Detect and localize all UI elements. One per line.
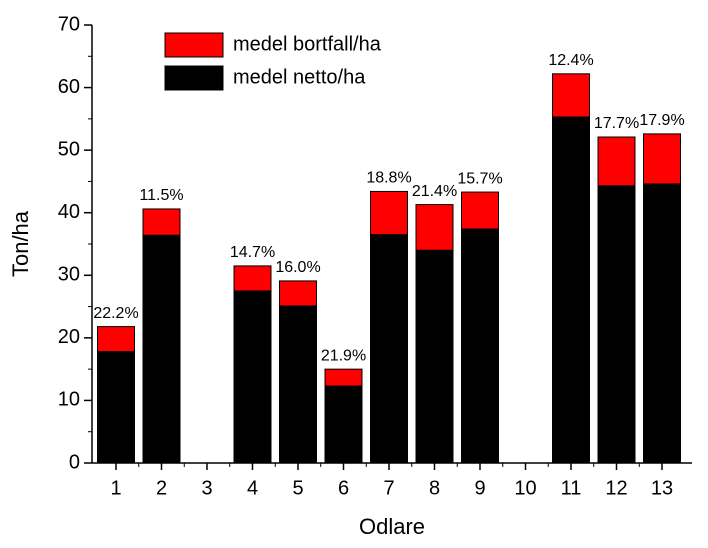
bar-annotation: 21.9% bbox=[321, 347, 366, 364]
bar-annotation: 11.5% bbox=[139, 187, 183, 204]
y-tick-label: 60 bbox=[58, 76, 80, 98]
x-tick-label: 10 bbox=[514, 477, 536, 499]
y-tick-label: 70 bbox=[58, 13, 80, 35]
x-tick-label: 5 bbox=[292, 477, 303, 499]
bar-segment bbox=[279, 280, 317, 307]
x-tick-label: 9 bbox=[474, 477, 485, 499]
y-tick-label: 40 bbox=[58, 201, 80, 223]
bar-segment bbox=[597, 136, 636, 187]
bar-segment bbox=[324, 368, 363, 387]
legend-swatch bbox=[164, 65, 224, 91]
bar-annotation: 17.9% bbox=[639, 112, 684, 129]
bar-segment bbox=[142, 234, 181, 464]
x-tick-label: 2 bbox=[156, 477, 167, 499]
bar-segment bbox=[461, 191, 499, 230]
bar-segment bbox=[279, 305, 317, 464]
bar-segment bbox=[233, 265, 272, 292]
bar-segment bbox=[324, 385, 363, 464]
bar-segment bbox=[552, 73, 590, 118]
bar-annotation: 15.7% bbox=[457, 170, 502, 187]
bar-annotation: 22.2% bbox=[93, 305, 138, 322]
bar-annotation: 16.0% bbox=[275, 259, 320, 276]
bar-segment bbox=[233, 290, 272, 464]
legend-swatch bbox=[164, 32, 224, 58]
bar-segment bbox=[142, 208, 181, 236]
y-tick-label: 20 bbox=[58, 326, 80, 348]
x-tick-label: 3 bbox=[201, 477, 212, 499]
y-tick-label: 10 bbox=[58, 389, 80, 411]
bar-segment bbox=[643, 183, 681, 464]
bar-annotation: 12.4% bbox=[548, 52, 593, 69]
y-axis-title: Ton/ha bbox=[8, 210, 33, 277]
x-tick-label: 4 bbox=[247, 477, 258, 499]
bar-segment bbox=[97, 326, 135, 353]
x-tick-label: 7 bbox=[383, 477, 394, 499]
bar-segment bbox=[370, 234, 408, 464]
bar-segment bbox=[415, 249, 454, 464]
bar-segment bbox=[643, 133, 681, 185]
x-tick-label: 11 bbox=[561, 477, 582, 499]
bar-segment bbox=[415, 204, 454, 251]
legend-label: medel netto/ha bbox=[233, 66, 366, 88]
y-tick-label: 0 bbox=[69, 451, 80, 473]
y-tick-label: 30 bbox=[58, 264, 80, 286]
bar-segment bbox=[370, 190, 408, 236]
x-tick-label: 8 bbox=[429, 477, 440, 499]
bar-annotation: 14.7% bbox=[230, 244, 275, 261]
x-tick-label: 6 bbox=[338, 477, 349, 499]
x-tick-label: 13 bbox=[651, 477, 673, 499]
bar-annotation: 18.8% bbox=[366, 170, 411, 187]
bar-segment bbox=[597, 185, 636, 464]
x-tick-label: 12 bbox=[605, 477, 627, 499]
x-tick-label: 1 bbox=[110, 477, 121, 499]
bar-segment bbox=[461, 228, 499, 464]
x-axis-title: Odlare bbox=[359, 514, 425, 539]
bar-segment bbox=[97, 351, 135, 464]
bar-segment bbox=[552, 116, 590, 464]
bar-annotation: 17.7% bbox=[594, 115, 639, 132]
y-tick-label: 50 bbox=[58, 138, 80, 160]
bar-annotation: 21.4% bbox=[412, 183, 457, 200]
legend-label: medel bortfall/ha bbox=[233, 33, 382, 55]
